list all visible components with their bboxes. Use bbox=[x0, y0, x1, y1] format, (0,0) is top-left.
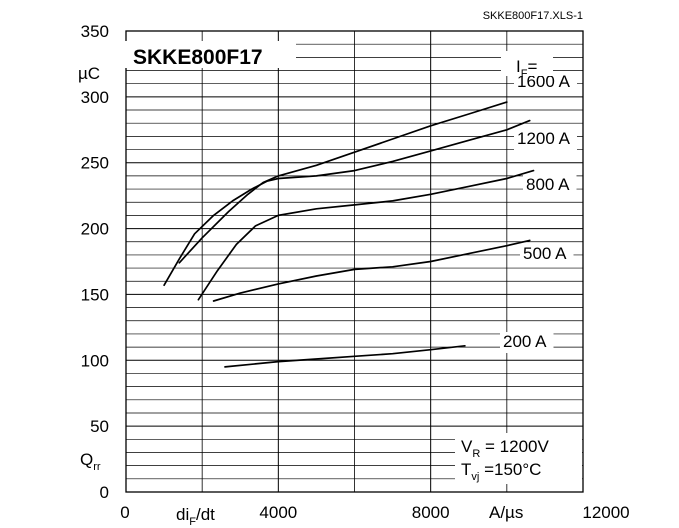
condition-vr-post: = 1200V bbox=[480, 437, 549, 456]
condition-tvj-pre: T bbox=[461, 460, 471, 479]
condition-tvj: Tvj =150°C bbox=[461, 460, 541, 483]
curve-label: 200 A bbox=[503, 332, 547, 351]
y-tick-label: 250 bbox=[81, 154, 109, 173]
y-symbol-sub: rr bbox=[93, 461, 101, 473]
condition-tvj-post: =150°C bbox=[479, 460, 541, 479]
condition-tvj-sub: vj bbox=[471, 471, 479, 483]
title-box bbox=[124, 41, 296, 68]
y-tick-label: 50 bbox=[90, 417, 109, 436]
x-symbol-post: /dt bbox=[196, 505, 215, 524]
grid bbox=[126, 31, 583, 492]
x-tick-label: 12000 bbox=[582, 503, 629, 522]
y-tick-label: 350 bbox=[81, 22, 109, 41]
x-symbol-sub: F bbox=[189, 516, 196, 528]
curve-label-bg bbox=[514, 129, 577, 150]
chart-title: SKKE800F17 bbox=[133, 46, 263, 69]
curve-label-bg bbox=[514, 72, 577, 93]
y-unit-rest: C bbox=[88, 64, 100, 83]
y-tick-label: 150 bbox=[81, 285, 109, 304]
condition-vr: VR = 1200V bbox=[461, 437, 549, 460]
series-line bbox=[212, 239, 531, 302]
curve-label: 1600 A bbox=[517, 72, 571, 91]
legend-header-main: I bbox=[516, 57, 521, 76]
condition-vr-sub: R bbox=[472, 448, 480, 460]
legend-header-bg bbox=[501, 51, 553, 76]
x-tick-label: 8000 bbox=[412, 503, 450, 522]
curve-label-bg bbox=[523, 175, 577, 196]
legend-header-suffix: = bbox=[527, 57, 537, 76]
y-symbol-main: Q bbox=[80, 450, 93, 469]
x-tick-label: 0 bbox=[120, 503, 129, 522]
plot-frame bbox=[125, 30, 584, 493]
y-tick-labels: 0 50 100 150 200 250 300 350 bbox=[81, 22, 109, 502]
curves bbox=[163, 101, 535, 368]
file-label: SKKE800F17.XLS-1 bbox=[483, 10, 583, 22]
y-unit: µC bbox=[78, 64, 100, 83]
x-tick-label: 4000 bbox=[259, 503, 297, 522]
curve-label-bg bbox=[500, 332, 554, 353]
condition-vr-pre: V bbox=[461, 437, 473, 456]
series-line bbox=[178, 101, 508, 264]
y-tick-label: 200 bbox=[81, 220, 109, 239]
legend-header-sub: F bbox=[521, 68, 528, 80]
y-tick-label: 0 bbox=[100, 483, 109, 502]
series-line bbox=[224, 344, 466, 368]
y-unit-prefix: µ bbox=[78, 64, 88, 83]
y-tick-label: 300 bbox=[81, 88, 109, 107]
x-symbol-pre: di bbox=[176, 505, 189, 524]
y-tick-label: 100 bbox=[81, 351, 109, 370]
x-axis-unit: A/µs bbox=[489, 503, 523, 522]
legend-header: IF= bbox=[516, 57, 537, 80]
series-line bbox=[163, 119, 531, 287]
curve-label: 800 A bbox=[526, 175, 570, 194]
y-axis-symbol: Qrr bbox=[80, 450, 101, 473]
curve-labels: 1600 A 1200 A 800 A 500 A 200 A bbox=[500, 72, 577, 353]
curve-label-bg bbox=[520, 244, 574, 265]
x-tick-labels: 0 4000 8000 12000 bbox=[120, 503, 629, 522]
x-axis-symbol: diF/dt bbox=[176, 505, 215, 528]
series-line bbox=[197, 169, 535, 301]
curve-label: 1200 A bbox=[517, 129, 571, 148]
conditions-bg bbox=[455, 433, 582, 484]
curve-label: 500 A bbox=[523, 244, 567, 263]
